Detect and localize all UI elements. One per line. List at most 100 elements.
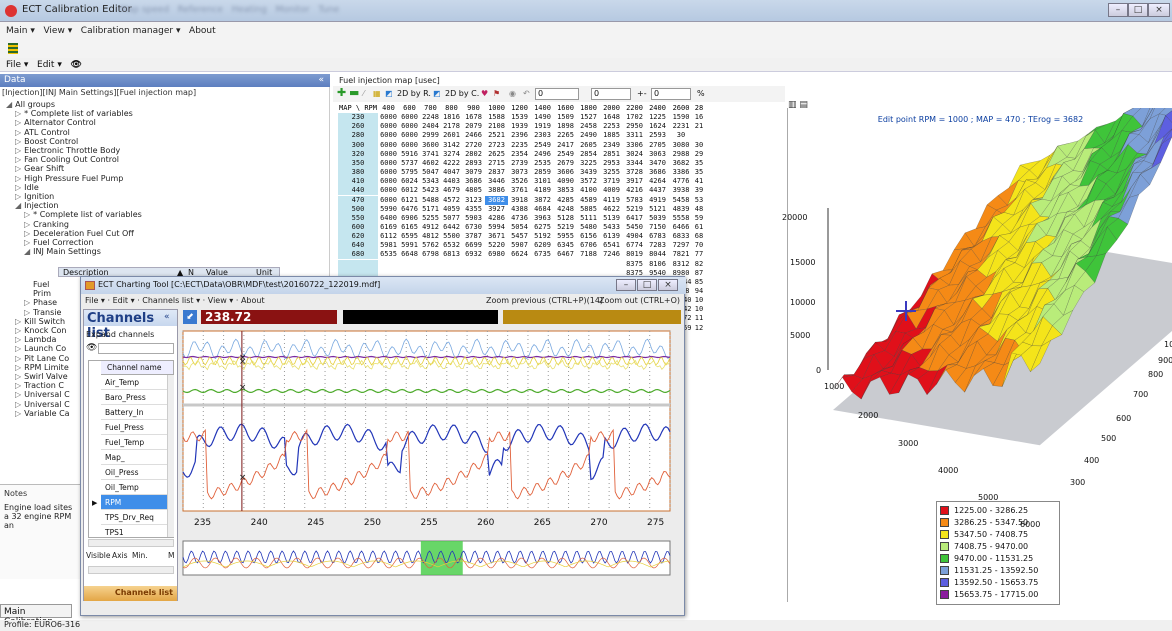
map-cell[interactable]: 6442: [443, 222, 460, 231]
map-cell[interactable]: 6466: [672, 222, 690, 231]
map-cell[interactable]: 2079: [465, 122, 482, 131]
map-cell[interactable]: 4602: [422, 158, 439, 167]
map-cell[interactable]: [600, 260, 623, 269]
map-cell[interactable]: 7246: [603, 250, 620, 259]
map-cell[interactable]: 1939: [511, 122, 528, 131]
map-cell[interactable]: 85: [694, 277, 704, 286]
map-cell[interactable]: 3728: [626, 168, 643, 177]
tree-item[interactable]: ▷ Variable Ca: [15, 409, 70, 418]
map-cell[interactable]: 68: [694, 232, 704, 241]
map-cell[interactable]: 2354: [511, 149, 528, 158]
map-cell[interactable]: 5990: [380, 204, 397, 213]
binoculars-icon[interactable]: 👁: [86, 343, 98, 353]
map-cell[interactable]: 77: [694, 250, 704, 259]
tree-item[interactable]: ▷ Ignition: [15, 192, 54, 201]
map-cell[interactable]: 4248: [557, 204, 574, 213]
map-cell[interactable]: 2859: [534, 168, 551, 177]
map-cell[interactable]: 3918: [511, 195, 528, 204]
map-cell[interactable]: 35: [694, 168, 704, 177]
expand-arrow-icon[interactable]: ▷: [15, 182, 22, 192]
expand-arrow-icon[interactable]: ◢: [6, 100, 13, 109]
map-cell[interactable]: 6000: [380, 131, 397, 140]
map-cell[interactable]: 4119: [603, 195, 620, 204]
map-cell[interactable]: 1539: [511, 113, 528, 122]
expand-arrow-icon[interactable]: ▷: [15, 344, 22, 354]
map-cell[interactable]: 4572: [443, 195, 460, 204]
map-cell[interactable]: 3671: [488, 232, 505, 241]
map-cell[interactable]: 3306: [626, 140, 643, 149]
map-cell[interactable]: 3344: [626, 158, 643, 167]
channel-item[interactable]: Map_: [101, 450, 169, 465]
maximize-button[interactable]: □: [1128, 3, 1148, 17]
map-cell[interactable]: 5737: [401, 158, 418, 167]
chart-maximize-button[interactable]: □: [637, 279, 657, 291]
expand-arrow-icon[interactable]: ▷: [15, 109, 22, 119]
map-cell[interactable]: 3311: [626, 131, 643, 140]
menu-main[interactable]: Main: [6, 26, 28, 36]
map-cell[interactable]: 2253: [603, 122, 620, 131]
map-cell[interactable]: 2265: [557, 131, 574, 140]
map-cell[interactable]: 5139: [603, 213, 620, 222]
tree-item[interactable]: ▷ High Pressure Fuel Pump: [15, 174, 123, 183]
map-cell[interactable]: 6541: [603, 241, 620, 250]
map-cell[interactable]: 5433: [603, 222, 620, 231]
map-cell[interactable]: 4805: [465, 186, 482, 195]
map-cell[interactable]: 6000: [380, 195, 397, 204]
map-cell[interactable]: 11: [694, 314, 704, 323]
expand-arrow-icon[interactable]: ▷: [24, 228, 31, 238]
map-cell[interactable]: 5220: [488, 241, 505, 250]
map-cell[interactable]: 6535: [380, 250, 397, 259]
minimize-button[interactable]: –: [1108, 3, 1128, 17]
map-cell[interactable]: 6783: [649, 232, 666, 241]
map-cell[interactable]: 3470: [649, 158, 666, 167]
map-cell[interactable]: 2723: [488, 140, 505, 149]
expand-arrow-icon[interactable]: ▷: [15, 399, 22, 409]
value-arrow-icon[interactable]: ⬋: [183, 310, 197, 324]
map-cell[interactable]: 21: [694, 122, 704, 131]
chart-by-row-icon[interactable]: ◩: [385, 89, 393, 98]
map-cell[interactable]: 4912: [422, 222, 439, 231]
map-cell[interactable]: 5111: [580, 213, 597, 222]
map-cell[interactable]: 1527: [580, 113, 597, 122]
map-cell[interactable]: [399, 260, 420, 269]
zoom-out-button[interactable]: Zoom out (CTRL+O): [599, 296, 680, 305]
flag-icon[interactable]: ⚑: [493, 89, 501, 98]
minus-icon[interactable]: ▬: [349, 86, 360, 99]
expand-arrow-icon[interactable]: ▷: [24, 307, 31, 317]
menu-edit[interactable]: Edit: [37, 60, 55, 70]
tree-item[interactable]: Fuel: [33, 280, 49, 289]
tree-item[interactable]: ▷ Launch Co: [15, 344, 66, 353]
channel-item[interactable]: Air_Temp: [101, 375, 169, 390]
map-cell[interactable]: 6169: [380, 222, 397, 231]
map-cell[interactable]: 7283: [649, 241, 666, 250]
expand-arrow-icon[interactable]: ▷: [24, 238, 31, 247]
expand-arrow-icon[interactable]: ▷: [15, 353, 22, 363]
map-cell[interactable]: 5077: [443, 213, 460, 222]
map-cell[interactable]: 94: [694, 287, 704, 295]
map-cell[interactable]: 5903: [465, 213, 482, 222]
map-cell[interactable]: 2231: [672, 122, 690, 131]
map-cell[interactable]: 2988: [672, 149, 690, 158]
map-cell[interactable]: 48: [694, 204, 704, 213]
channels-list-tab[interactable]: Channels list: [84, 586, 177, 601]
chart-menu-view[interactable]: View: [207, 296, 227, 305]
map-cell[interactable]: 4388: [511, 204, 528, 213]
map-cell[interactable]: 4776: [672, 177, 690, 186]
map-cell[interactable]: 2349: [603, 140, 620, 149]
map-cell[interactable]: 6000: [380, 186, 397, 195]
map-cell[interactable]: 4622: [603, 204, 620, 213]
map-cell[interactable]: 5885: [580, 204, 597, 213]
tree-item[interactable]: Prim: [33, 289, 51, 298]
map-cell[interactable]: [441, 260, 462, 269]
map-cell[interactable]: 5255: [422, 213, 439, 222]
map-cell[interactable]: 6813: [443, 250, 460, 259]
plot-icon[interactable]: ▥: [788, 100, 797, 110]
map-cell[interactable]: 5488: [422, 195, 439, 204]
map-cell[interactable]: 3741: [422, 149, 439, 158]
map-cell[interactable]: 59: [694, 213, 704, 222]
map-cell[interactable]: 2549: [557, 149, 574, 158]
tree-item[interactable]: ◢ All groups: [6, 100, 55, 109]
map-cell[interactable]: 30: [694, 140, 704, 149]
map-cell[interactable]: 3686: [649, 168, 666, 177]
by-col-button[interactable]: 2D by C.: [445, 89, 480, 98]
